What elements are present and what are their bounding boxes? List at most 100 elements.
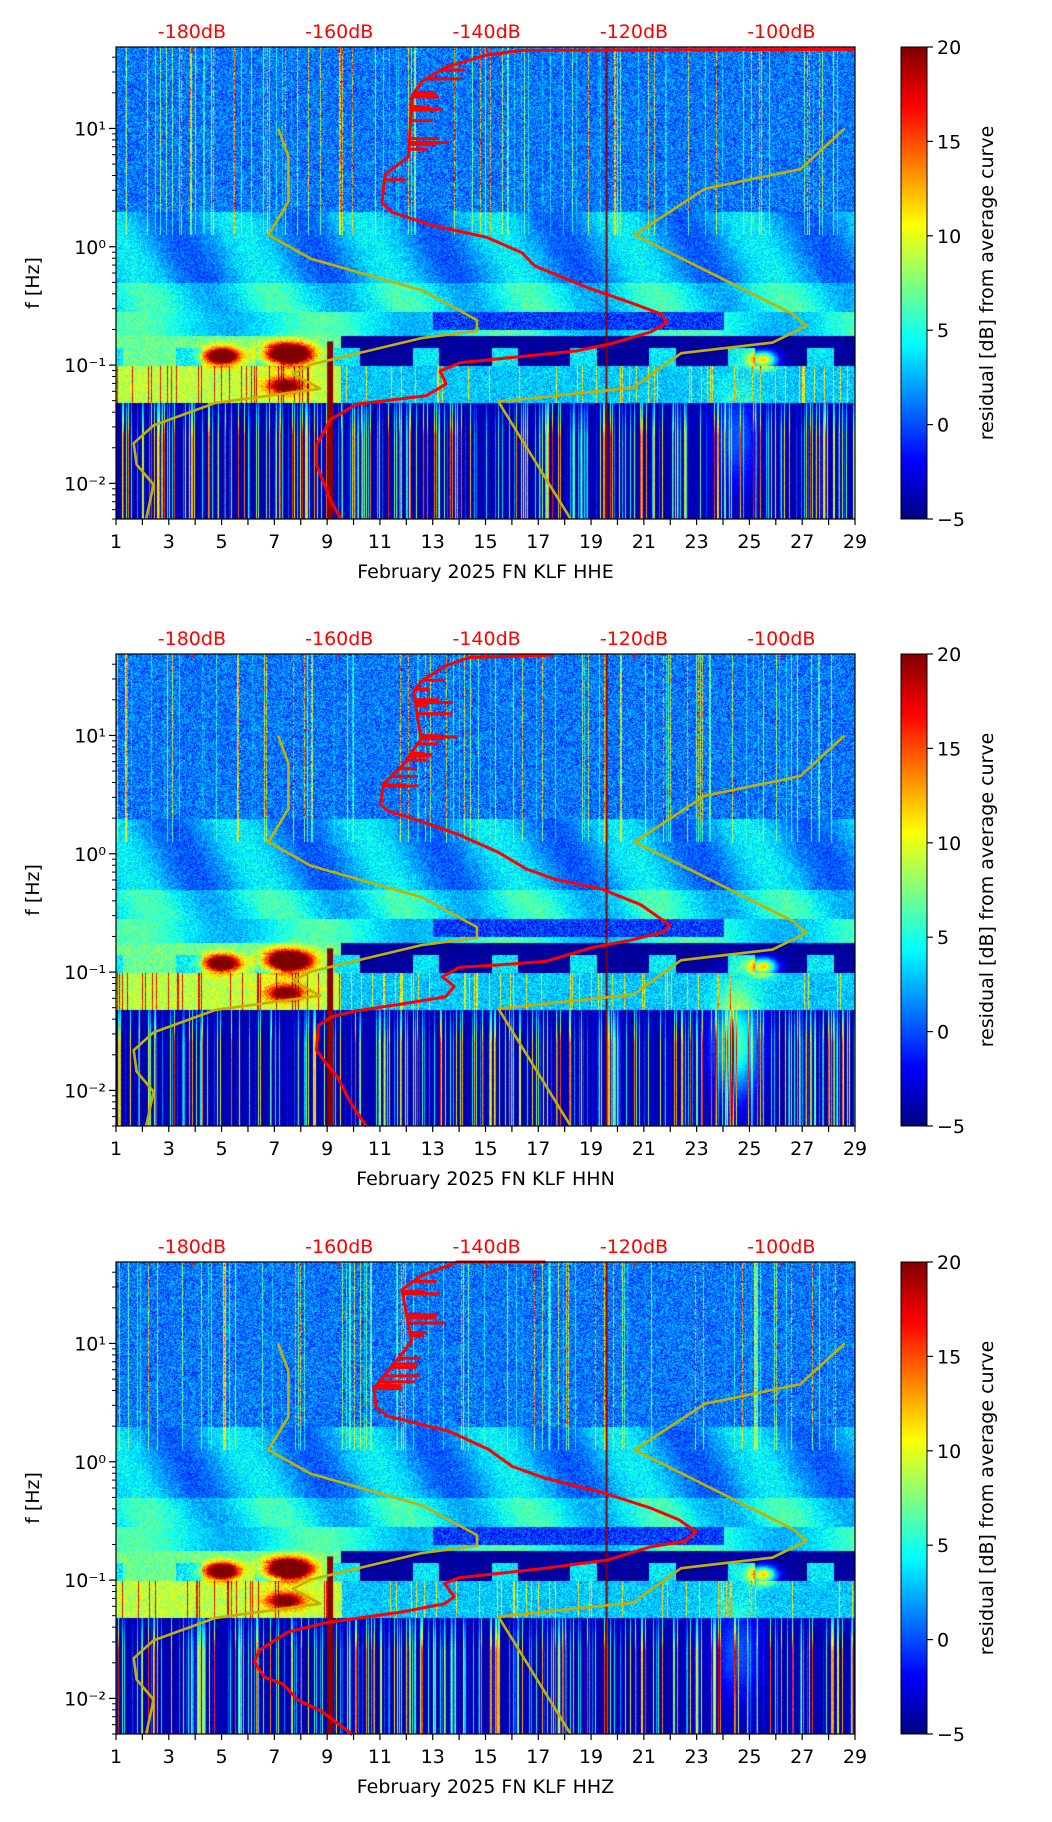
colorbar-tick-label: 10 [937,833,961,855]
x-tick-label: 7 [268,1138,280,1160]
x-axis-label: February 2025 FN KLF HHZ [357,1776,614,1798]
x-tick-label: 11 [368,531,392,553]
psd-spikes [383,678,458,788]
series-line-nhnm [497,734,846,1127]
x-tick-label: 25 [737,531,761,553]
colorbar-gradient [901,47,927,519]
y-tick-label: 10⁻² [64,1080,106,1102]
x-tick-label: 15 [473,1138,497,1160]
x-tick-label: 19 [579,1746,603,1768]
x-tick-label: 13 [421,531,445,553]
top-db-label: -160dB [305,1236,373,1258]
spectrogram-panel-hhz: 1 3 5 7 9 11 13 15 17 19 21 23 25 27 29 10⁻² 10⁻¹ 10⁰ 10¹ -… [0,1215,1052,1822]
colorbar-tick-label: 15 [937,131,961,153]
axes-frame [115,653,856,1127]
colorbar-tick-label: 10 [937,226,961,248]
colorbar-tick-label: 5 [937,927,949,949]
x-tick-label: 5 [216,1138,228,1160]
spectrogram-panel-hhe: 1 3 5 7 9 11 13 15 17 19 21 23 25 27 29 10⁻² 10⁻¹ 10⁰ 10¹ -… [0,0,1052,607]
colorbar-tick-label: 15 [937,738,961,760]
top-db-label: -100dB [747,1236,815,1258]
colorbar-tick-label: 5 [937,1535,949,1557]
top-db-label: -180dB [158,1236,226,1258]
x-axis-label: February 2025 FN KLF HHE [357,561,613,583]
x-tick-label: 11 [368,1746,392,1768]
x-tick-label: 9 [321,1138,333,1160]
x-tick-label: 15 [473,1746,497,1768]
colorbar-frame [900,1261,928,1735]
series-line-psd [253,1260,698,1736]
y-tick-label: 10⁻² [64,473,106,495]
x-tick-label: 5 [216,1746,228,1768]
top-db-label: -120dB [600,21,668,43]
series-line-nhnm [497,1342,846,1735]
top-db-label: -160dB [305,21,373,43]
x-tick-label: 1 [110,1746,122,1768]
y-tick-label: 10¹ [74,118,106,140]
x-tick-label: 1 [110,1138,122,1160]
x-tick-label: 19 [579,1138,603,1160]
x-tick-label: 3 [163,1746,175,1768]
series-line-psd [314,47,856,520]
psd-spikes [373,1279,446,1391]
colorbar-tick-label: 20 [937,37,961,59]
x-tick-label: 1 [110,531,122,553]
colorbar-tick-label: 0 [937,1630,949,1652]
series-line-nhnm [497,127,846,520]
y-tick-label: 10⁻¹ [64,1570,106,1592]
x-tick-label: 3 [163,1138,175,1160]
y-tick-label: 10⁰ [74,1452,106,1474]
x-tick-label: 27 [790,1138,814,1160]
colorbar-tick-label: 0 [937,1022,949,1044]
x-tick-label: 11 [368,1138,392,1160]
x-tick-label: 15 [473,531,497,553]
spectrogram-panel-hhn: 1 3 5 7 9 11 13 15 17 19 21 23 25 27 29 10⁻² 10⁻¹ 10⁰ 10¹ -… [0,607,1052,1214]
chart-overlay: 1 3 5 7 9 11 13 15 17 19 21 23 25 27 2910⁻²10⁻¹10⁰10¹-… [22,1236,998,1798]
top-db-label: -140dB [452,628,520,650]
x-tick-label: 17 [526,1138,550,1160]
top-db-label: -140dB [452,1236,520,1258]
y-axis-label: f [Hz] [22,257,44,309]
x-tick-label: 27 [790,531,814,553]
x-tick-label: 27 [790,1746,814,1768]
x-tick-label: 9 [321,531,333,553]
x-tick-label: 25 [737,1138,761,1160]
colorbar-tick-label: 15 [937,1346,961,1368]
y-tick-label: 10¹ [74,725,106,747]
series-line-psd [314,653,671,1128]
chart-overlay: 1 3 5 7 9 11 13 15 17 19 21 23 25 27 2910⁻²10⁻¹10⁰10¹-… [22,21,998,583]
x-tick-label: 7 [268,531,280,553]
x-tick-label: 17 [526,1746,550,1768]
x-tick-label: 3 [163,531,175,553]
x-tick-label: 29 [843,1138,867,1160]
colorbar-frame [900,46,928,520]
colorbar-gradient [901,1262,927,1734]
colorbar-label: residual [dB] from average curve [976,126,998,441]
colorbar-tick-label: −5 [937,1116,965,1138]
colorbar-frame [900,653,928,1127]
x-tick-label: 13 [421,1138,445,1160]
top-db-label: -180dB [158,21,226,43]
series-line-nlnm [132,734,479,1127]
y-axis-label: f [Hz] [22,1472,44,1524]
top-db-label: -180dB [158,628,226,650]
y-tick-label: 10⁰ [74,237,106,259]
x-tick-label: 9 [321,1746,333,1768]
x-tick-label: 17 [526,531,550,553]
x-tick-label: 19 [579,531,603,553]
x-tick-label: 5 [216,531,228,553]
top-db-label: -120dB [600,628,668,650]
colorbar-tick-label: 20 [937,644,961,666]
x-tick-label: 23 [685,1138,709,1160]
colorbar-tick-label: 10 [937,1441,961,1463]
colorbar-gradient [901,654,927,1126]
colorbar-tick-label: −5 [937,509,965,531]
y-tick-label: 10⁻¹ [64,962,106,984]
x-tick-label: 21 [632,1746,656,1768]
x-tick-label: 25 [737,1746,761,1768]
chart-overlay: 1 3 5 7 9 11 13 15 17 19 21 23 25 27 2910⁻²10⁻¹10⁰10¹-… [22,628,998,1190]
colorbar-label: residual [dB] from average curve [976,1341,998,1656]
x-tick-label: 13 [421,1746,445,1768]
y-tick-label: 10⁻¹ [64,355,106,377]
top-db-label: -100dB [747,628,815,650]
